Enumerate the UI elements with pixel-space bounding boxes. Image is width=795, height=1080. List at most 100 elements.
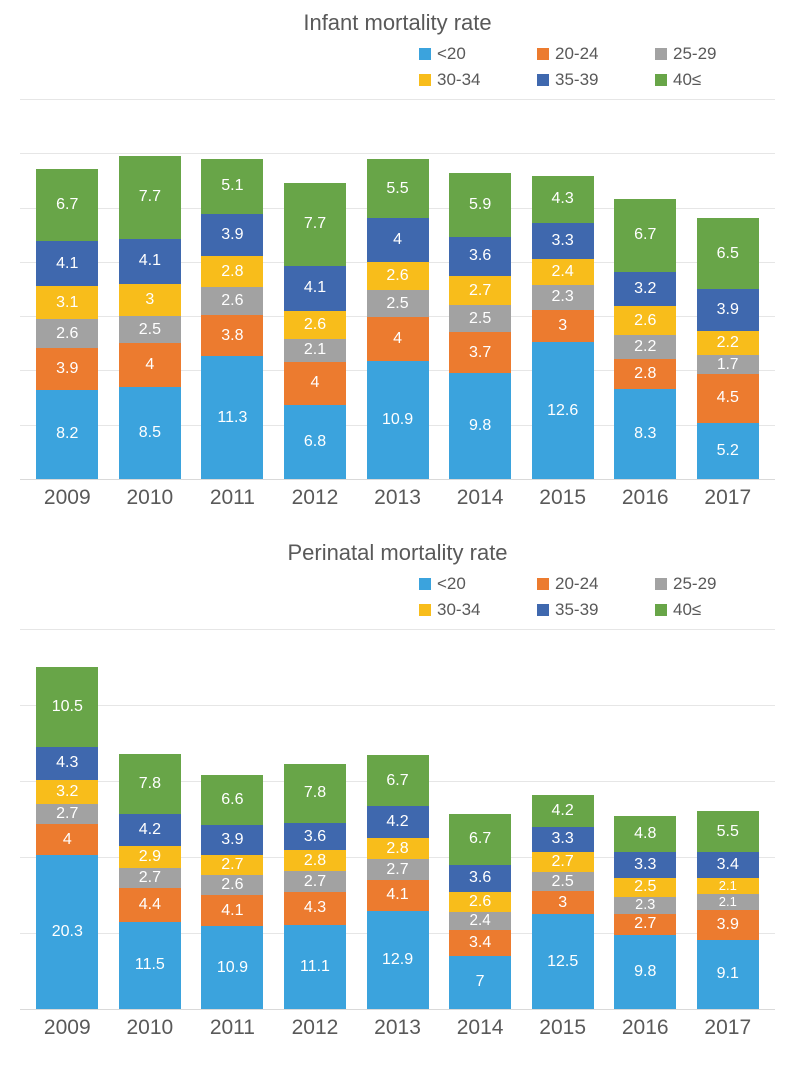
segment-value: 3.4 — [469, 935, 491, 951]
bar-2012: 6.842.12.64.17.7 — [274, 183, 357, 479]
segment-a2024: 4 — [36, 824, 98, 854]
segment-value: 6.8 — [304, 434, 326, 450]
segment-value: 4.3 — [56, 755, 78, 771]
segment-value: 8.5 — [139, 425, 161, 441]
segment-value: 4.3 — [304, 900, 326, 916]
segment-value: 4.1 — [56, 256, 78, 272]
segment-value: 4.2 — [386, 814, 408, 830]
segment-value: 7 — [476, 974, 485, 990]
legend-label: 40≤ — [673, 600, 701, 620]
segment-value: 4.3 — [552, 191, 574, 207]
segment-ge40: 4.2 — [532, 795, 594, 827]
x-label: 2015 — [521, 486, 604, 510]
bar-stack: 5.24.51.72.23.96.5 — [697, 218, 759, 479]
segment-a3034: 2.7 — [449, 276, 511, 305]
segment-ge40: 4.3 — [532, 176, 594, 223]
segment-a2024: 4 — [367, 317, 429, 360]
segment-a3034: 2.2 — [697, 331, 759, 355]
segment-value: 8.2 — [56, 426, 78, 442]
segment-value: 3.9 — [221, 227, 243, 243]
legend-swatch — [655, 74, 667, 86]
segment-a3034: 2.7 — [532, 852, 594, 873]
legend-swatch — [655, 48, 667, 60]
bar-2011: 10.94.12.62.73.96.6 — [191, 775, 274, 1009]
segment-value: 7.8 — [304, 785, 326, 801]
segment-lt20: 8.3 — [614, 389, 676, 479]
legend-swatch — [419, 578, 431, 590]
segment-value: 4 — [311, 375, 320, 391]
segment-lt20: 9.8 — [614, 935, 676, 1009]
legend-item-ge40: 40≤ — [655, 70, 745, 90]
segment-value: 4 — [393, 232, 402, 248]
segment-ge40: 7.7 — [119, 156, 181, 240]
segment-value: 2.5 — [552, 874, 574, 890]
segment-ge40: 6.7 — [36, 169, 98, 242]
segment-lt20: 11.5 — [119, 922, 181, 1009]
segment-lt20: 11.3 — [201, 356, 263, 479]
bar-stack: 12.94.12.72.84.26.7 — [367, 755, 429, 1009]
segment-a2024: 4 — [119, 343, 181, 386]
segment-value: 5.1 — [221, 178, 243, 194]
perinatal-chart: Perinatal mortality rate<2020-2425-2930-… — [20, 540, 775, 1040]
segment-value: 2.2 — [634, 339, 656, 355]
segment-value: 2.6 — [221, 293, 243, 309]
legend-swatch — [537, 74, 549, 86]
bar-stack: 9.82.72.32.53.34.8 — [614, 816, 676, 1009]
segment-value: 11.5 — [135, 957, 165, 973]
segment-value: 2.7 — [139, 870, 161, 886]
segment-value: 3 — [145, 292, 154, 308]
bar-stack: 11.33.82.62.83.95.1 — [201, 159, 263, 479]
segment-value: 3.6 — [469, 248, 491, 264]
segment-value: 5.2 — [717, 443, 739, 459]
segment-a3034: 3.2 — [36, 780, 98, 804]
bar-2013: 10.942.52.645.5 — [356, 159, 439, 479]
bar-stack: 9.13.92.12.13.45.5 — [697, 811, 759, 1009]
legend-swatch — [655, 604, 667, 616]
segment-a3539: 4.1 — [119, 239, 181, 284]
segment-value: 2.6 — [304, 317, 326, 333]
segment-value: 10.5 — [52, 699, 83, 715]
bar-2010: 8.5 42.5 3 4.17.7 — [109, 156, 192, 480]
segment-a3539: 3.9 — [697, 289, 759, 331]
legend-label: 25-29 — [673, 44, 716, 64]
segment-value: 2.2 — [717, 335, 739, 351]
segment-a2529: 2.1 — [284, 339, 346, 362]
legend-item-a3034: 30-34 — [419, 70, 509, 90]
legend-item-a2024: 20-24 — [537, 574, 627, 594]
segment-a2529: 2.7 — [119, 868, 181, 889]
x-label: 2012 — [274, 1016, 357, 1040]
segment-value: 2.9 — [139, 849, 161, 865]
segment-lt20: 9.8 — [449, 373, 511, 479]
segment-ge40: 5.1 — [201, 159, 263, 214]
legend-label: 30-34 — [437, 70, 480, 90]
segment-a2529: 2.2 — [614, 335, 676, 359]
segment-a3034: 2.6 — [449, 892, 511, 912]
segment-value: 2.7 — [221, 857, 243, 873]
bar-2014: 9.83.72.52.73.65.9 — [439, 173, 522, 479]
segment-a2529: 2.7 — [36, 804, 98, 825]
segment-ge40: 7.7 — [284, 183, 346, 267]
segment-value: 12.6 — [547, 403, 578, 419]
segment-value: 9.8 — [634, 964, 656, 980]
segment-a3034: 2.8 — [284, 850, 346, 871]
segment-a3539: 4 — [367, 218, 429, 261]
segment-value: 9.1 — [717, 966, 739, 982]
segment-a3539: 4.1 — [36, 241, 98, 286]
legend-swatch — [537, 604, 549, 616]
segment-a2529: 2.4 — [449, 912, 511, 930]
segment-a3034: 2.8 — [201, 256, 263, 286]
segment-a2529: 2.7 — [284, 871, 346, 892]
segment-value: 3.9 — [56, 361, 78, 377]
segment-lt20: 11.1 — [284, 925, 346, 1009]
segment-a2529: 2.5 — [119, 316, 181, 343]
segment-value: 2.1 — [719, 896, 737, 909]
bars-container: 8.23.92.63.14.16.78.542.534.17.711.33.82… — [20, 100, 775, 480]
segment-a2024: 4.5 — [697, 374, 759, 423]
bar-stack: 12.632.32.43.34.3 — [532, 176, 594, 479]
segment-a3539: 3.2 — [614, 272, 676, 307]
legend-item-a3539: 35-39 — [537, 70, 627, 90]
segment-value: 2.5 — [634, 879, 656, 895]
bar-2009: 8.23.92.63.14.16.7 — [26, 169, 109, 479]
segment-lt20: 5.2 — [697, 423, 759, 479]
segment-a2024: 2.7 — [614, 914, 676, 935]
